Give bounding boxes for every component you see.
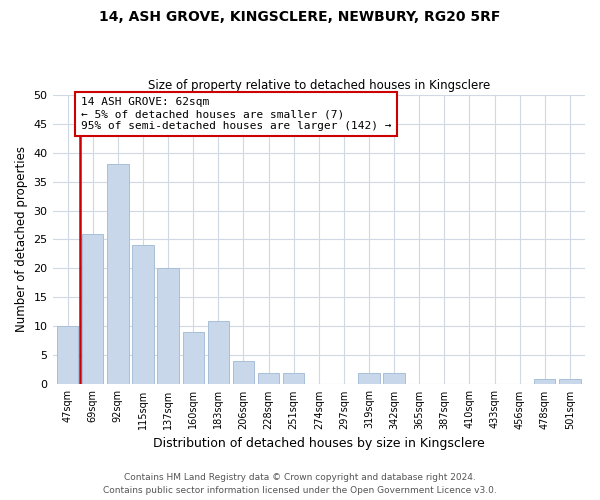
Text: Contains HM Land Registry data © Crown copyright and database right 2024.
Contai: Contains HM Land Registry data © Crown c… bbox=[103, 474, 497, 495]
Bar bbox=[383, 373, 405, 384]
Y-axis label: Number of detached properties: Number of detached properties bbox=[15, 146, 28, 332]
Bar bbox=[82, 234, 103, 384]
Bar bbox=[182, 332, 204, 384]
Bar bbox=[107, 164, 128, 384]
Bar bbox=[233, 361, 254, 384]
Bar bbox=[258, 373, 279, 384]
Bar bbox=[283, 373, 304, 384]
Bar bbox=[358, 373, 380, 384]
Bar bbox=[559, 378, 581, 384]
Bar bbox=[534, 378, 556, 384]
Text: 14, ASH GROVE, KINGSCLERE, NEWBURY, RG20 5RF: 14, ASH GROVE, KINGSCLERE, NEWBURY, RG20… bbox=[100, 10, 500, 24]
Bar bbox=[57, 326, 78, 384]
Bar bbox=[132, 246, 154, 384]
Bar bbox=[208, 320, 229, 384]
Bar bbox=[157, 268, 179, 384]
X-axis label: Distribution of detached houses by size in Kingsclere: Distribution of detached houses by size … bbox=[153, 437, 485, 450]
Title: Size of property relative to detached houses in Kingsclere: Size of property relative to detached ho… bbox=[148, 79, 490, 92]
Text: 14 ASH GROVE: 62sqm
← 5% of detached houses are smaller (7)
95% of semi-detached: 14 ASH GROVE: 62sqm ← 5% of detached hou… bbox=[80, 98, 391, 130]
